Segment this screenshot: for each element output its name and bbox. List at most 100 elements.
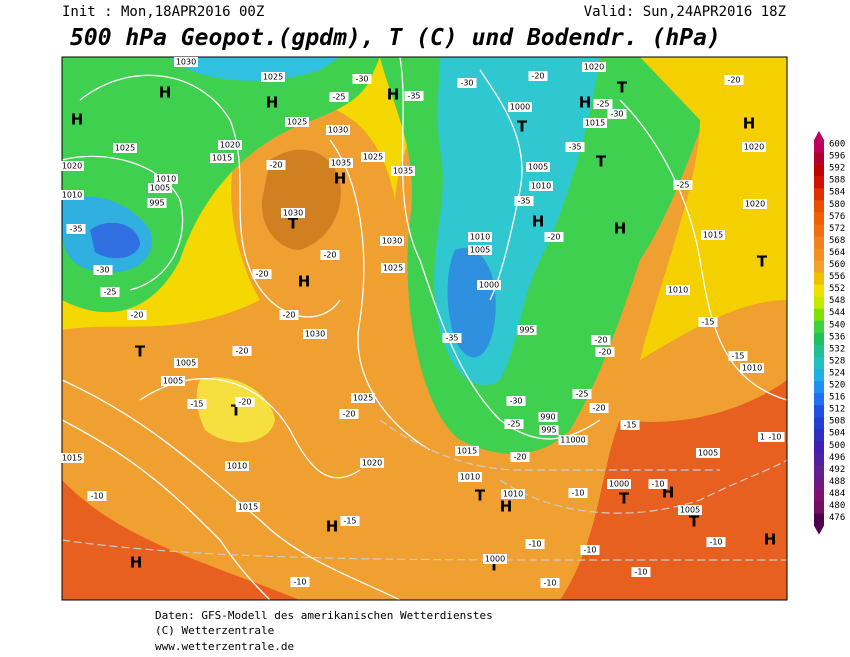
label-bg <box>285 117 309 127</box>
label-bg <box>60 190 84 200</box>
colorbar-label: 584 <box>829 188 845 198</box>
colorbar-label: 528 <box>829 356 845 366</box>
colorbar-swatch <box>814 308 824 322</box>
colorbar-label: 564 <box>829 248 845 258</box>
isobar-label: 1020 <box>584 63 604 72</box>
low-pressure-label: T <box>689 513 700 531</box>
label-bg <box>458 472 482 482</box>
colorbar-swatch <box>814 200 824 213</box>
label-bg <box>154 174 178 184</box>
high-pressure-label: H <box>743 115 756 133</box>
label-bg <box>483 554 507 564</box>
label-bg <box>583 118 607 128</box>
label-bg <box>351 393 375 403</box>
colorbar-swatch <box>814 477 824 490</box>
colorbar-swatch <box>814 248 824 261</box>
label-bg <box>698 317 718 327</box>
footer-url: www.wetterzentrale.de <box>155 640 294 653</box>
isobar-label: 995 <box>541 426 556 435</box>
high-pressure-label: H <box>500 498 513 516</box>
colorbar-label: 520 <box>829 381 845 391</box>
colorbar-swatch <box>814 489 824 502</box>
label-bg <box>360 458 384 468</box>
label-bg <box>361 152 385 162</box>
label-bg <box>468 245 492 255</box>
label-bg <box>468 232 492 242</box>
isobar-label: 1020 <box>220 141 240 150</box>
label-bg <box>457 78 477 88</box>
label-bg <box>666 285 690 295</box>
isobar-label: 1000 <box>510 103 530 112</box>
colorbar: 600 596 592 588 584 580 576 572 568 564 560 556 552 5… <box>814 131 845 535</box>
label-bg <box>589 403 609 413</box>
high-pressure-label: H <box>532 213 545 231</box>
valid-time: Valid: Sun,24APR2016 18Z <box>584 4 786 20</box>
label-bg <box>232 346 252 356</box>
colorbar-swatch <box>814 417 824 430</box>
colorbar-label: 544 <box>829 308 845 318</box>
high-pressure-label: H <box>159 84 172 102</box>
temperature-label: -15 <box>343 517 356 526</box>
temperature-label: -10 <box>709 538 722 547</box>
label-bg <box>236 502 260 512</box>
label-bg <box>529 181 553 191</box>
colorbar-label: 488 <box>829 477 845 487</box>
label-bg <box>339 409 359 419</box>
label-bg <box>174 358 198 368</box>
temperature-label: -10 <box>528 540 541 549</box>
colorbar-swatch <box>814 441 824 454</box>
isobar-label: 1035 <box>393 167 413 176</box>
isobar-label: 1005 <box>680 506 700 515</box>
label-bg <box>701 230 725 240</box>
colorbar-label: 600 <box>829 140 845 150</box>
colorbar-swatch <box>814 164 824 177</box>
label-bg <box>508 102 532 112</box>
isobar-label: 1025 <box>287 118 307 127</box>
colorbar-swatch <box>814 465 824 478</box>
colorbar-label: 580 <box>829 200 845 210</box>
label-bg <box>261 72 285 82</box>
label-bg <box>225 461 249 471</box>
isobar-label: 1005 <box>698 449 718 458</box>
isobar-label: 1015 <box>457 447 477 456</box>
colorbar-swatch <box>814 152 824 165</box>
isobar-label: 1010 <box>531 182 551 191</box>
temperature-label: -20 <box>598 348 611 357</box>
isobar-label: 1010 <box>742 364 762 373</box>
temperature-label: -10 <box>768 433 781 442</box>
high-pressure-label: H <box>130 554 143 572</box>
label-bg <box>678 505 702 515</box>
temperature-label: -35 <box>69 225 82 234</box>
label-bg <box>743 199 767 209</box>
isobar-label: 1030 <box>305 330 325 339</box>
label-bg <box>340 516 360 526</box>
colorbar-label: 496 <box>829 453 845 463</box>
isobar-label: 1000 <box>609 480 629 489</box>
label-bg <box>558 435 588 445</box>
label-bg <box>326 125 350 135</box>
colorbar-swatch <box>814 212 824 225</box>
high-pressure-label: H <box>579 94 592 112</box>
label-bg <box>607 109 627 119</box>
label-bg <box>290 577 310 587</box>
temperature-label: -20 <box>594 336 607 345</box>
label-bg <box>538 412 558 422</box>
colorbar-label: 560 <box>829 260 845 270</box>
colorbar-swatch <box>814 332 824 346</box>
isobar-label: 1025 <box>115 144 135 153</box>
temperature-label: -10 <box>293 578 306 587</box>
colorbar-swatch <box>814 320 824 334</box>
label-bg <box>147 198 167 208</box>
colorbar-label: 540 <box>829 320 845 330</box>
temperature-label: -20 <box>255 270 268 279</box>
isobar-label: 1030 <box>382 237 402 246</box>
colorbar-label: 572 <box>829 224 845 234</box>
temperature-label: -20 <box>269 161 282 170</box>
label-bg <box>568 488 588 498</box>
label-bg <box>93 265 113 275</box>
label-bg <box>582 62 606 72</box>
label-bg <box>706 537 726 547</box>
temperature-label: -20 <box>323 251 336 260</box>
label-bg <box>742 142 766 152</box>
label-bg <box>565 142 585 152</box>
